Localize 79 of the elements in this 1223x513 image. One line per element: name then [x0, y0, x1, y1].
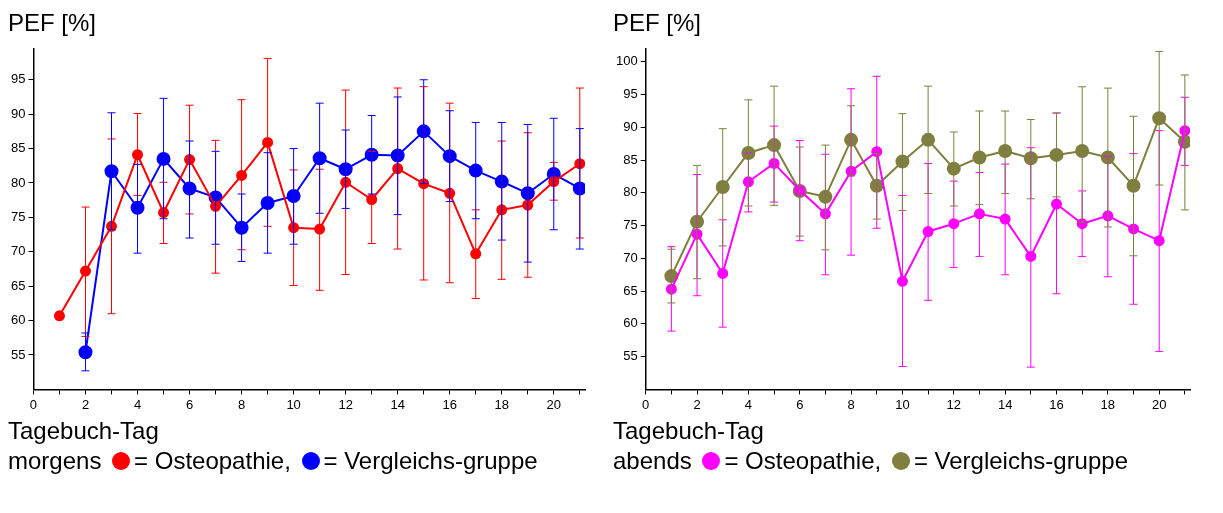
x-tick-label: 10: [895, 396, 910, 412]
point: [818, 189, 833, 204]
y-tick-label: 55: [10, 346, 26, 362]
y-tick-label: 100: [615, 53, 638, 69]
point: [130, 200, 145, 215]
x-tick-label: 18: [494, 396, 509, 412]
y-tick-label: 95: [10, 71, 26, 87]
x-tick-label: 8: [847, 396, 855, 412]
x-tick-label: 16: [1049, 396, 1064, 412]
point: [468, 163, 483, 178]
x-tick-label: 6: [796, 396, 804, 412]
x-tick-label: 2: [693, 396, 701, 412]
legend-title: abends: [613, 447, 692, 474]
x-tick-label: 12: [338, 396, 353, 412]
x-tick-label: 14: [390, 396, 405, 412]
y-tick-label: 90: [623, 118, 638, 134]
point: [572, 181, 585, 196]
y-tick-label: 65: [10, 277, 26, 293]
y-tick-label: 85: [623, 151, 638, 167]
y-tick-label: 55: [623, 348, 638, 364]
x-tick-label: 6: [185, 396, 194, 412]
x-tick-label: 0: [642, 396, 650, 412]
point: [132, 149, 144, 161]
x-tick-label: 12: [946, 396, 962, 412]
point: [262, 136, 274, 148]
point: [896, 275, 908, 287]
point: [260, 195, 275, 210]
point: [442, 149, 457, 164]
point: [1152, 111, 1167, 126]
x-tick-label: 20: [546, 396, 562, 412]
point: [236, 169, 248, 181]
point: [948, 218, 960, 230]
point: [717, 267, 729, 279]
y-tick-label: 80: [10, 174, 26, 190]
point: [338, 162, 353, 177]
x-axis-title: Tagebuch-Tag: [8, 416, 160, 446]
legend-label: = Vergleichs-gruppe: [913, 447, 1129, 474]
x-tick-label: 14: [997, 396, 1013, 412]
x-tick-label: 18: [1100, 396, 1116, 412]
point: [1049, 147, 1064, 162]
point: [520, 186, 535, 201]
point: [104, 164, 119, 179]
point: [1025, 250, 1037, 262]
y-tick-label: 70: [10, 243, 26, 259]
y-tick-label: 90: [10, 105, 26, 121]
legend-label: = Osteopathie,: [724, 447, 882, 474]
x-tick-label: 8: [237, 396, 246, 412]
y-axis-title: PEF [%]: [8, 8, 98, 38]
point: [1075, 143, 1090, 158]
y-tick-label: 80: [623, 184, 638, 200]
point: [715, 180, 730, 195]
x-tick-label: 0: [29, 396, 38, 412]
x-axis-title: Tagebuch-Tag: [613, 416, 765, 446]
x-tick-label: 4: [133, 396, 142, 412]
y-tick-label: 60: [623, 315, 638, 331]
legend-label: = Osteopathie,: [134, 447, 291, 474]
x-tick-label: 20: [1151, 396, 1167, 412]
legend-title: morgens: [8, 447, 102, 474]
x-tick-label: 4: [744, 396, 753, 412]
y-tick-label: 85: [10, 140, 26, 156]
point: [53, 310, 65, 322]
point: [494, 174, 509, 189]
y-tick-label: 75: [10, 208, 26, 224]
y-tick-label: 95: [623, 86, 638, 102]
y-tick-label: 60: [10, 312, 26, 328]
point: [234, 220, 249, 235]
point: [1023, 151, 1038, 166]
legend-label: = Vergleichs-gruppe: [323, 447, 538, 474]
point: [156, 151, 171, 166]
y-axis-title: PEF [%]: [613, 8, 703, 38]
y-tick-label: 75: [623, 217, 638, 233]
point: [946, 161, 961, 176]
x-tick-label: 2: [81, 396, 90, 412]
y-tick-label: 70: [623, 249, 638, 265]
x-tick-label: 16: [442, 396, 457, 412]
y-tick-label: 65: [623, 282, 638, 298]
point: [78, 345, 93, 360]
x-tick-label: 10: [286, 396, 301, 412]
point: [286, 189, 301, 204]
